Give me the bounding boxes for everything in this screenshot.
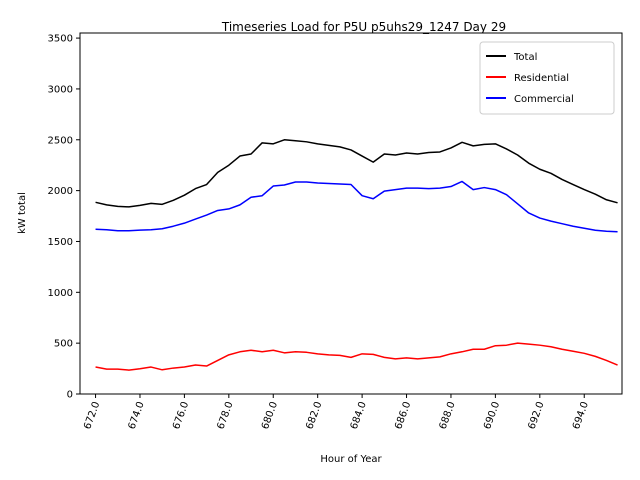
legend-entries: Total Residential Commercial: [486, 52, 574, 105]
series-line-total: [95, 139, 618, 208]
y-tick-label: 1500: [48, 237, 73, 248]
plot-frame: [79, 32, 623, 395]
legend-label-commercial: Commercial: [514, 94, 574, 105]
y-tick-label: 0: [67, 390, 73, 401]
y-axis-ticks: 0 500 1000 1500 2000 2500 3000 3500: [48, 34, 80, 401]
legend-label-total: Total: [513, 52, 537, 63]
chart-title: Timeseries Load for P5U p5uhs29_1247 Day…: [221, 20, 506, 34]
y-tick-label: 1000: [48, 288, 73, 299]
x-axis-title: Hour of Year: [320, 454, 382, 465]
legend-label-residential: Residential: [514, 73, 569, 84]
y-axis-title: kW total: [17, 192, 28, 234]
y-tick-label: 3500: [48, 34, 73, 45]
legend-box: [479, 41, 615, 115]
y-tick-label: 500: [54, 339, 73, 350]
y-tick-label: 2000: [48, 186, 73, 197]
legend: Total Residential Commercial: [479, 41, 615, 115]
series-line-residential: [95, 342, 618, 371]
series-line-commercial: [95, 180, 618, 233]
y-tick-label: 2500: [48, 135, 73, 146]
y-tick-label: 3000: [48, 84, 73, 95]
plot-lines: [95, 139, 618, 371]
